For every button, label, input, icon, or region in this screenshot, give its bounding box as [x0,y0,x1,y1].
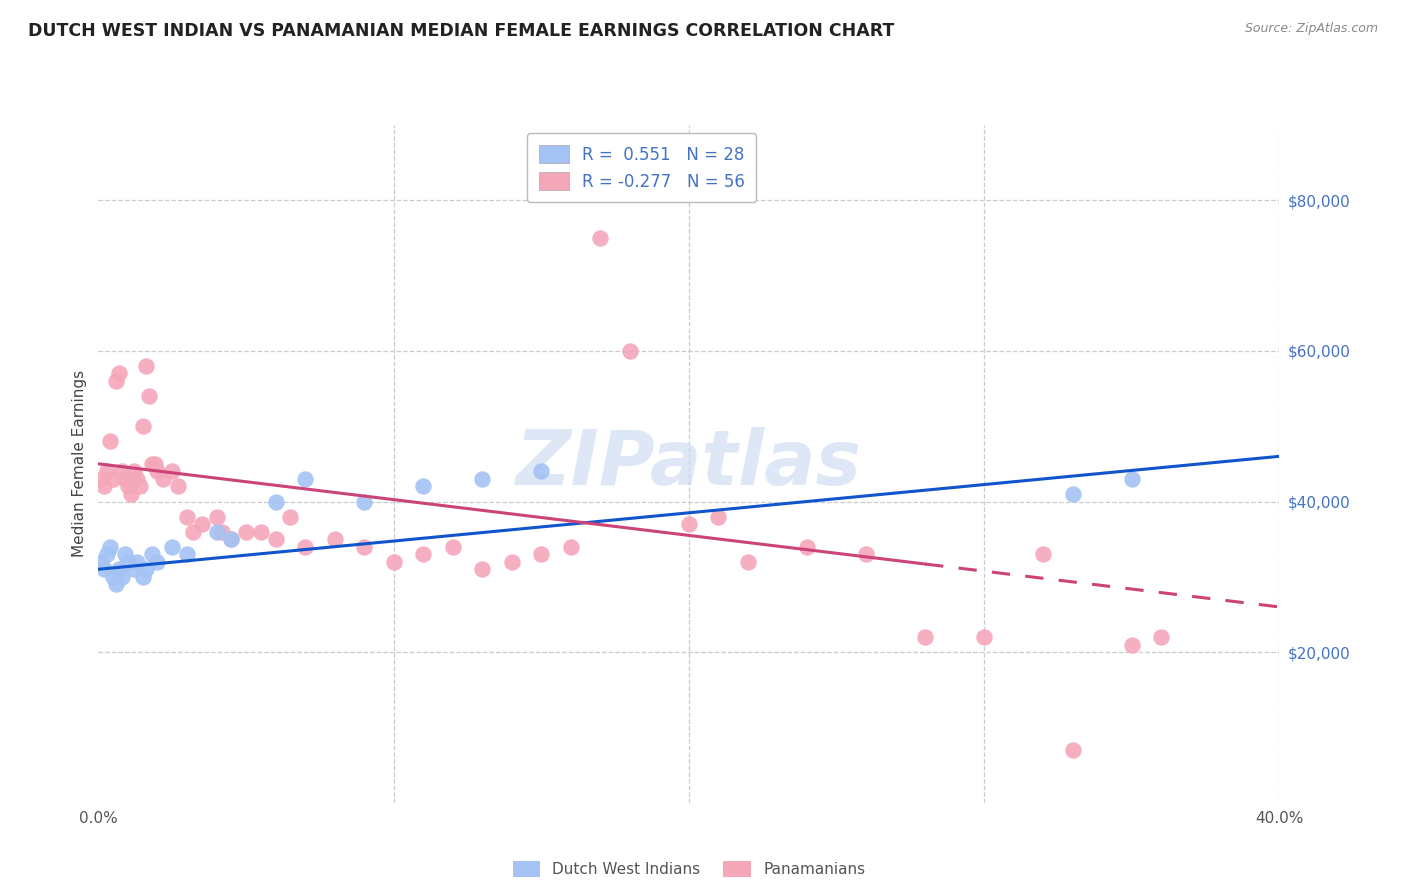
Point [619,343,641,358]
Text: DUTCH WEST INDIAN VS PANAMANIAN MEDIAN FEMALE EARNINGS CORRELATION CHART: DUTCH WEST INDIAN VS PANAMANIAN MEDIAN F… [28,22,894,40]
Point [114,472,136,486]
Point [117,555,139,569]
Point [707,509,730,524]
Point [103,570,125,584]
Point [441,540,464,554]
Point [122,562,145,576]
Point [1032,547,1054,561]
Point [264,532,287,546]
Point [211,524,233,539]
Point [412,479,434,493]
Point [589,231,612,245]
Point [152,472,174,486]
Point [353,540,375,554]
Point [855,547,877,561]
Point [235,524,257,539]
Point [530,547,553,561]
Point [93,479,115,493]
Point [135,562,157,576]
Point [294,540,316,554]
Point [412,547,434,561]
Point [205,524,228,539]
Point [105,374,128,388]
Point [471,472,494,486]
Point [678,517,700,532]
Point [176,509,198,524]
Point [125,472,148,486]
Point [176,547,198,561]
Point [560,540,582,554]
Point [264,494,287,508]
Point [117,479,139,493]
Point [382,555,405,569]
Point [205,509,228,524]
Point [146,555,169,569]
Point [353,494,375,508]
Text: ZIPatlas: ZIPatlas [516,427,862,500]
Point [111,464,134,478]
Point [103,472,125,486]
Text: Source: ZipAtlas.com: Source: ZipAtlas.com [1244,22,1378,36]
Y-axis label: Median Female Earnings: Median Female Earnings [72,370,87,558]
Point [138,389,160,403]
Point [125,555,148,569]
Point [96,464,118,478]
Point [141,547,163,561]
Point [108,562,131,576]
Point [294,472,316,486]
Legend: Dutch West Indians, Panamanians: Dutch West Indians, Panamanians [506,855,872,883]
Point [114,547,136,561]
Point [796,540,818,554]
Point [108,367,131,381]
Point [219,532,242,546]
Point [132,419,155,434]
Point [323,532,346,546]
Point [471,562,494,576]
Point [501,555,523,569]
Point [1062,743,1084,757]
Point [111,570,134,584]
Point [1062,487,1084,501]
Point [98,434,121,449]
Point [973,630,995,644]
Point [1121,638,1143,652]
Point [122,464,145,478]
Point [167,479,190,493]
Point [143,457,166,471]
Point [191,517,214,532]
Point [219,532,242,546]
Point [135,359,157,373]
Point [914,630,936,644]
Point [128,479,150,493]
Point [93,562,115,576]
Point [105,577,128,591]
Point [1121,472,1143,486]
Point [120,487,142,501]
Point [141,457,163,471]
Point [146,464,169,478]
Point [98,540,121,554]
Point [132,570,155,584]
Point [250,524,273,539]
Point [278,509,302,524]
Point [1150,630,1173,644]
Point [90,472,112,486]
Point [530,464,553,478]
Point [162,464,183,478]
Point [90,555,112,569]
Point [96,547,118,561]
Point [737,555,759,569]
Point [162,540,183,554]
Point [181,524,204,539]
